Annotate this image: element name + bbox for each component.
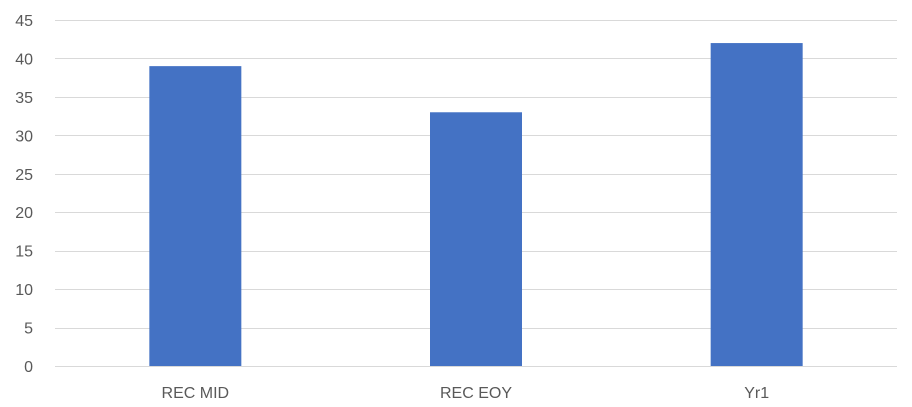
y-tick-label: 10: [15, 282, 33, 299]
y-tick-label: 0: [24, 359, 33, 376]
bars: [149, 43, 803, 367]
y-axis-ticks: 0 5 10 15 20 25 30 35 40 45: [15, 13, 33, 376]
y-tick-label: 45: [15, 13, 33, 30]
x-tick-label: REC EOY: [440, 385, 512, 402]
bar-yr1: [710, 43, 803, 367]
x-tick-label: REC MID: [162, 385, 230, 402]
y-tick-label: 15: [15, 244, 33, 261]
x-axis-ticks: REC MID REC EOY Yr1: [162, 385, 770, 402]
x-tick-label: Yr1: [744, 385, 769, 402]
y-tick-label: 5: [24, 321, 33, 338]
bar-rec-eoy: [430, 112, 522, 367]
bar-rec-mid: [149, 66, 242, 366]
y-tick-label: 25: [15, 167, 33, 184]
y-tick-label: 30: [15, 128, 33, 145]
y-tick-label: 35: [15, 90, 33, 107]
y-tick-label: 40: [15, 51, 33, 68]
y-tick-label: 20: [15, 205, 33, 222]
